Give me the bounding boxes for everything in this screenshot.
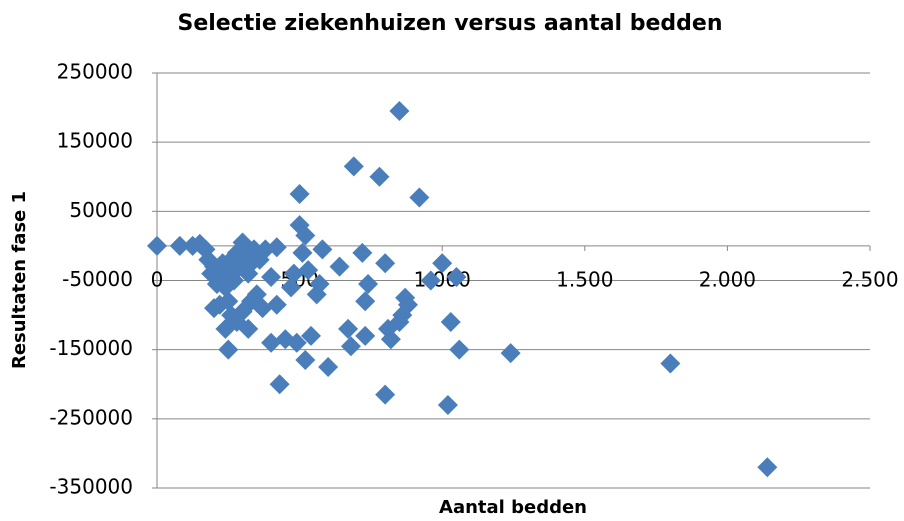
- data-point: [375, 253, 396, 274]
- data-point: [309, 273, 330, 294]
- data-point: [218, 291, 239, 312]
- y-tick-label: -350000: [49, 475, 133, 499]
- data-point: [261, 332, 282, 353]
- data-point: [318, 356, 339, 377]
- data-point: [343, 156, 364, 177]
- data-point: [266, 237, 287, 258]
- y-tick-label: -250000: [49, 405, 133, 429]
- y-tick-label: 150000: [57, 129, 133, 153]
- data-point: [169, 235, 190, 256]
- data-point: [397, 294, 418, 315]
- data-point: [301, 325, 322, 346]
- data-point: [437, 395, 458, 415]
- data-point: [409, 187, 430, 208]
- data-point: [295, 225, 316, 246]
- data-point: [375, 384, 396, 405]
- x-tick-label: 2.000: [699, 267, 756, 291]
- data-point: [340, 336, 361, 357]
- y-tick-label: 50000: [69, 198, 133, 222]
- data-point: [238, 318, 259, 339]
- data-point: [355, 291, 376, 312]
- data-point: [218, 339, 239, 360]
- data-point: [292, 242, 313, 263]
- data-point: [358, 273, 379, 294]
- y-tick-label: 250000: [57, 60, 133, 84]
- data-point: [355, 325, 376, 346]
- data-point: [446, 267, 467, 288]
- data-point: [420, 270, 441, 291]
- data-point: [252, 298, 273, 319]
- data-point: [389, 101, 410, 122]
- data-point: [352, 242, 373, 263]
- chart-title: Selectie ziekenhuizen versus aantal bedd…: [178, 11, 723, 36]
- data-point: [289, 184, 310, 205]
- data-point: [338, 318, 359, 339]
- x-tick-label: 2.500: [841, 267, 898, 291]
- data-point: [500, 343, 521, 364]
- y-tick-label: -50000: [62, 267, 133, 291]
- data-point: [440, 312, 461, 332]
- data-point: [660, 353, 681, 374]
- y-tick-label: -150000: [49, 336, 133, 360]
- data-point: [283, 263, 304, 284]
- data-point: [369, 166, 390, 187]
- data-point: [312, 239, 333, 260]
- data-point: [329, 256, 350, 277]
- data-point: [432, 253, 453, 274]
- data-point: [298, 260, 319, 281]
- x-axis-title: Aantal bedden: [439, 497, 587, 518]
- x-tick-label: 1.500: [556, 267, 613, 291]
- data-point: [281, 277, 302, 298]
- data-point: [147, 235, 167, 256]
- data-point: [266, 294, 287, 315]
- data-point: [269, 374, 290, 395]
- data-point: [261, 267, 282, 288]
- data-point: [286, 332, 307, 353]
- y-axis-title: Resultaten fase 1: [9, 191, 30, 369]
- data-point: [757, 457, 778, 478]
- data-point: [380, 329, 401, 350]
- data-point: [295, 350, 316, 371]
- x-tick-label: 0: [151, 267, 164, 291]
- data-point: [449, 339, 470, 360]
